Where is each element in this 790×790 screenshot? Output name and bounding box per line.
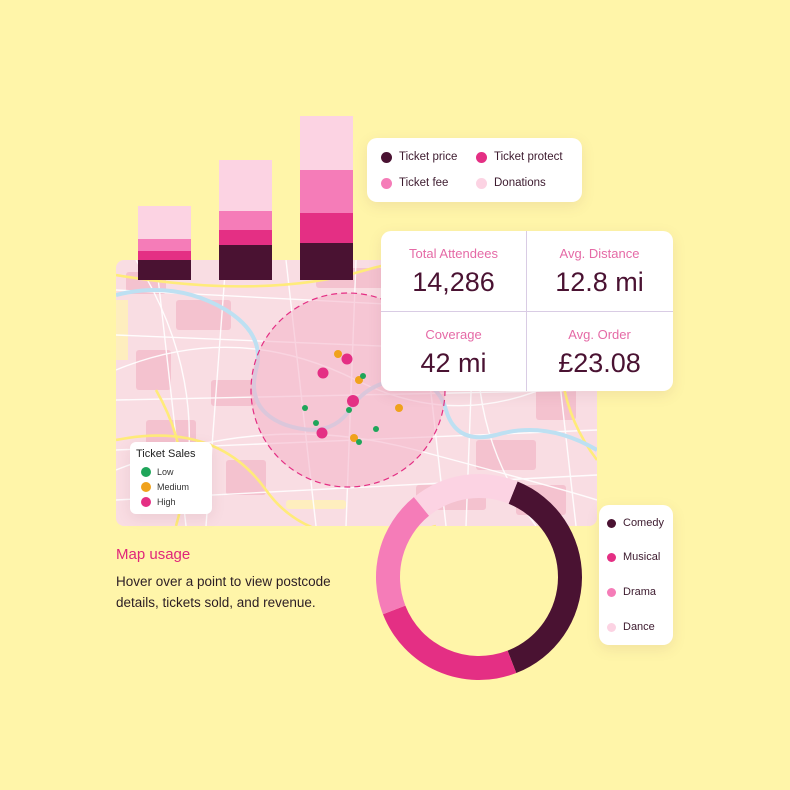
bar-segment-ticket-protect-3[interactable]	[300, 213, 353, 243]
legend-label: Ticket fee	[399, 177, 449, 189]
donut-slice-dance[interactable]	[413, 474, 518, 516]
legend-label: Ticket protect	[494, 151, 563, 163]
sale-point-medium	[334, 350, 342, 358]
revenue-stacked-bar-chart	[138, 116, 353, 280]
legend-swatch	[381, 177, 392, 189]
stat-label: Avg. Order	[568, 327, 631, 342]
bar-segment-donations-3[interactable]	[300, 116, 353, 170]
stat-value: 14,286	[412, 267, 495, 297]
legend-swatch	[381, 151, 392, 163]
bar-segment-ticket-price-1[interactable]	[138, 260, 191, 280]
legend-swatch	[141, 482, 151, 492]
revenue-legend: Ticket price Ticket protect Ticket fee D…	[367, 138, 582, 202]
donut-slice-comedy[interactable]	[507, 481, 582, 674]
legend-swatch	[476, 177, 487, 189]
legend-label: Low	[157, 467, 174, 477]
sale-point-medium	[350, 434, 358, 442]
legend-item-high: High	[141, 497, 176, 507]
stat-value: 42 mi	[420, 348, 487, 378]
legend-label: Dance	[623, 621, 655, 633]
legend-item-drama: Drama	[607, 586, 656, 598]
ticket-sales-legend: Ticket Sales Low Medium High	[130, 442, 212, 514]
bar-segment-ticket-protect-1[interactable]	[138, 251, 191, 260]
bar-segment-donations-1[interactable]	[138, 206, 191, 239]
sale-point-low	[373, 426, 379, 432]
bar-segment-ticket-price-3[interactable]	[300, 243, 353, 280]
stat-value: £23.08	[558, 348, 641, 378]
info-description: Hover over a point to view postcode deta…	[116, 574, 331, 610]
bar-segment-ticket-price-2[interactable]	[219, 245, 272, 280]
stat-total-attendees: Total Attendees 14,286	[381, 231, 526, 310]
stat-value: 12.8 mi	[555, 267, 644, 297]
legend-item-donations: Donations	[476, 177, 546, 189]
sale-point-low	[356, 439, 362, 445]
legend-label: Musical	[623, 551, 661, 563]
stat-label: Coverage	[425, 327, 482, 342]
genre-donut-chart	[376, 474, 582, 680]
legend-swatch	[141, 467, 151, 477]
sale-point-high	[317, 367, 329, 379]
bar-segment-donations-2[interactable]	[219, 160, 272, 211]
legend-item-ticket-price: Ticket price	[381, 151, 457, 163]
legend-item-musical: Musical	[607, 551, 660, 563]
legend-label: High	[157, 497, 176, 507]
legend-swatch	[607, 622, 616, 632]
stat-avg-distance: Avg. Distance 12.8 mi	[527, 231, 672, 310]
stat-avg-order: Avg. Order £23.08	[527, 312, 672, 391]
legend-label: Donations	[494, 177, 546, 189]
legend-swatch	[141, 497, 151, 507]
sales-points[interactable]	[302, 350, 403, 445]
legend-item-medium: Medium	[141, 482, 189, 492]
legend-label: Drama	[623, 586, 657, 598]
stat-label: Total Attendees	[409, 246, 498, 261]
legend-swatch	[476, 151, 487, 163]
sale-point-low	[313, 420, 319, 426]
ticket-sales-legend-title: Ticket Sales	[136, 448, 196, 460]
legend-swatch	[607, 518, 616, 528]
stats-card: Total Attendees 14,286 Avg. Distance 12.…	[381, 231, 673, 391]
donut-slice-drama[interactable]	[376, 497, 430, 615]
stat-label: Avg. Distance	[559, 246, 640, 261]
sale-point-low	[302, 405, 308, 411]
legend-item-ticket-protect: Ticket protect	[476, 151, 563, 163]
sale-point-medium	[395, 404, 403, 412]
legend-label: Medium	[157, 482, 190, 492]
bar-segment-ticket-fee-3[interactable]	[300, 170, 353, 213]
legend-item-dance: Dance	[607, 621, 655, 633]
sale-point-high	[341, 353, 353, 365]
legend-label: Ticket price	[399, 151, 458, 163]
legend-swatch	[607, 587, 616, 597]
genre-legend: Comedy Musical Drama Dance	[599, 505, 673, 645]
donut-slice-musical[interactable]	[382, 605, 517, 680]
sale-point-low	[346, 407, 352, 413]
legend-item-low: Low	[141, 467, 174, 477]
bar-segment-ticket-fee-1[interactable]	[138, 239, 191, 251]
legend-item-ticket-fee: Ticket fee	[381, 177, 448, 189]
stat-coverage: Coverage 42 mi	[381, 312, 526, 391]
bar-segment-ticket-protect-2[interactable]	[219, 230, 272, 245]
info-title: Map usage	[116, 546, 191, 563]
bar-segment-ticket-fee-2[interactable]	[219, 211, 272, 230]
legend-swatch	[607, 552, 616, 562]
sale-point-high	[347, 395, 359, 407]
sale-point-low	[360, 373, 366, 379]
legend-item-comedy: Comedy	[607, 517, 664, 529]
sale-point-high	[316, 427, 328, 439]
legend-label: Comedy	[623, 517, 664, 529]
divider	[381, 311, 673, 312]
